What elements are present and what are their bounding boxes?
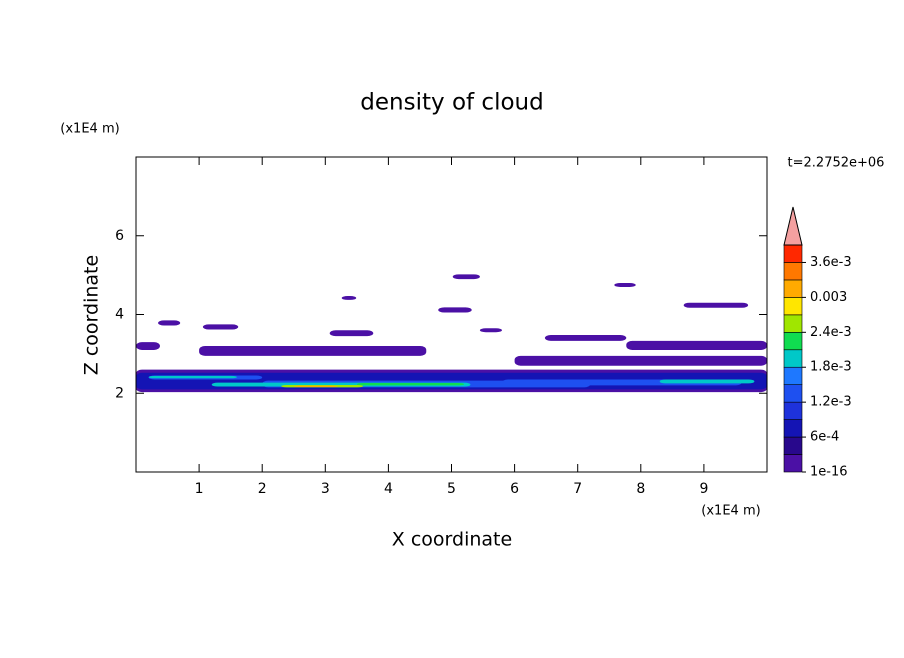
colorbar-label: 1e-16: [810, 465, 848, 480]
y-unit: (x1E4 m): [60, 122, 119, 137]
chart-title: density of cloud: [360, 90, 543, 116]
colorbar-label: 1.8e-3: [810, 360, 852, 375]
colorbar-band: [783, 436, 803, 455]
contour-patch: [614, 283, 636, 287]
x-tick-label: 6: [510, 481, 519, 497]
contour-patch: [659, 379, 755, 384]
x-tick-label: 7: [573, 481, 582, 497]
y-tick-label: 2: [115, 385, 124, 401]
colorbar-band: [783, 401, 803, 420]
colorbar-label: 1.2e-3: [810, 395, 852, 410]
colorbar-band: [783, 366, 803, 385]
colorbar-label: 2.4e-3: [810, 325, 852, 340]
x-tick-label: 4: [384, 481, 393, 497]
colorbar-band: [783, 279, 803, 298]
contour-patch: [136, 342, 160, 350]
plot-frame: [135, 156, 768, 473]
colorbar-label: 3.6e-3: [810, 255, 852, 270]
colorbar-band: [783, 297, 803, 316]
colorbar-band: [783, 262, 803, 281]
contour-patch: [202, 324, 239, 330]
x-axis-label: X coordinate: [392, 529, 512, 551]
contour-patch: [329, 330, 374, 337]
colorbar-label: 6e-4: [810, 430, 839, 445]
contour-field: [136, 274, 767, 393]
contour-patch: [438, 307, 472, 313]
contour-patch: [626, 340, 767, 350]
colorbar-band: [783, 314, 803, 333]
colorbar-band: [783, 454, 803, 473]
contour-patch: [341, 295, 357, 300]
contour-patch: [452, 274, 480, 280]
contour-patch: [199, 346, 427, 356]
x-tick-label: 1: [195, 481, 204, 497]
x-tick-label: 8: [636, 481, 645, 497]
time-label: t=2.2752e+06: [788, 156, 885, 171]
contour-patch: [148, 375, 237, 379]
x-tick-label: 5: [447, 481, 456, 497]
y-tick-label: 4: [115, 307, 124, 323]
colorbar-label: 0.003: [810, 290, 847, 305]
colorbar-extend: [783, 206, 803, 246]
x-tick-label: 9: [699, 481, 708, 497]
colorbar-band: [783, 419, 803, 438]
contour-patch: [544, 334, 627, 341]
colorbar-band: [783, 384, 803, 403]
contour-patch: [356, 383, 465, 386]
x-unit: (x1E4 m): [701, 504, 760, 519]
colorbar-band: [783, 244, 803, 263]
x-tick-label: 2: [258, 481, 267, 497]
colorbar-band: [783, 349, 803, 368]
y-tick-label: 6: [115, 228, 124, 244]
contour-patch: [158, 320, 181, 326]
contour-patch: [683, 302, 749, 308]
x-tick-label: 3: [321, 481, 330, 497]
colorbar-band: [783, 332, 803, 351]
contour-patch: [514, 355, 767, 366]
contour-patch: [479, 328, 502, 333]
y-axis-label: Z coordinate: [81, 255, 103, 375]
contour-patch: [293, 385, 338, 387]
